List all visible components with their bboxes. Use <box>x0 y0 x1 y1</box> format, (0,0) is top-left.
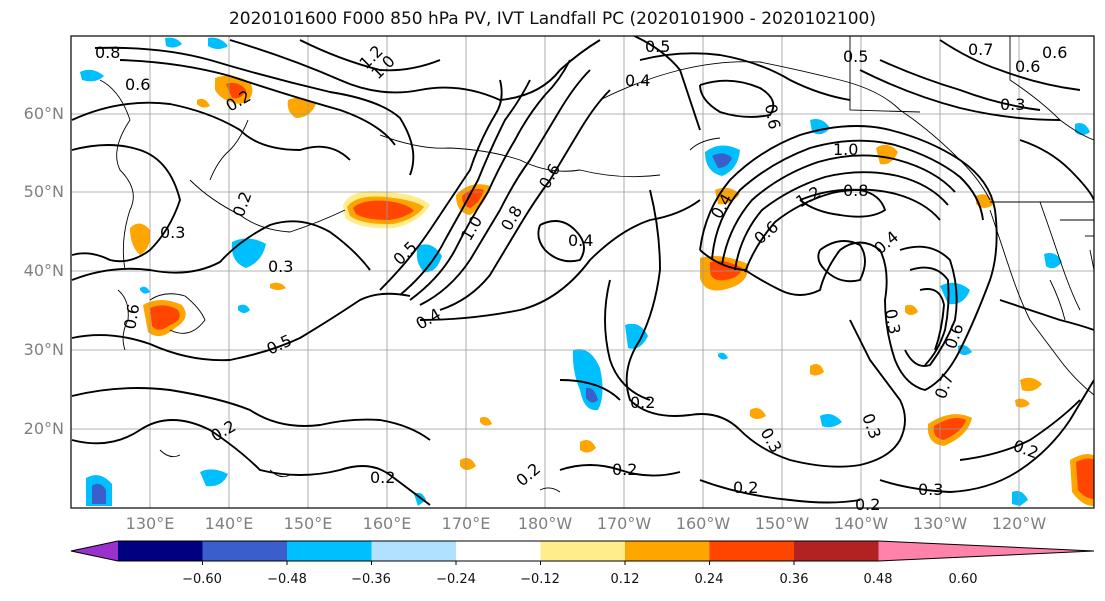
lon-label: 170°E <box>441 514 491 533</box>
contour-label: 0.2 <box>855 495 880 514</box>
positive-pv-areas <box>130 75 1094 507</box>
colorbar-tick-label: 0.36 <box>779 572 809 587</box>
colorbar-tick-label: −0.36 <box>351 572 391 587</box>
contour-label: 0.4 <box>625 71 650 90</box>
contour-label: 0.6 <box>750 217 782 248</box>
colorbar-extend-high <box>878 541 1094 561</box>
lat-label-60n: 60°N <box>23 104 64 123</box>
colorbar-segment <box>287 541 372 561</box>
colorbar-segment <box>371 541 457 561</box>
negative-pv-areas <box>80 37 1090 506</box>
contour-label: 0.3 <box>1000 95 1025 114</box>
contour-label: 0.6 <box>1042 43 1067 62</box>
colorbar-tick-label: −0.48 <box>267 572 307 587</box>
map-frame <box>70 35 1095 509</box>
contour-label: 0.2 <box>733 478 758 497</box>
lon-label: 130°W <box>912 514 968 533</box>
lon-label: 120°W <box>991 514 1047 533</box>
colorbar-tick-label: 0.12 <box>610 572 640 587</box>
colorbar-tick-label: 0.24 <box>694 572 724 587</box>
contour-label: 0.2 <box>370 468 395 487</box>
lon-label: 160°W <box>675 514 731 533</box>
lat-label-30n: 30°N <box>23 340 64 359</box>
colorbar-segment <box>118 541 203 561</box>
colorbar-tick-label: 0.60 <box>948 572 978 587</box>
lon-label: 150°E <box>283 514 333 533</box>
colorbar-segment <box>540 541 626 561</box>
contour-label: 0.3 <box>918 480 943 499</box>
colorbar <box>70 540 1095 565</box>
contour-label: 0.6 <box>1015 57 1040 76</box>
contour-label: 0.3 <box>268 257 293 276</box>
lon-label: 140°W <box>833 514 889 533</box>
contour-label: 0.3 <box>881 307 904 335</box>
contour-label: 0.2 <box>208 416 240 445</box>
lat-label-50n: 50°N <box>23 182 64 201</box>
contour-label: 0.3 <box>160 223 185 242</box>
contour-label: 0.7 <box>931 371 958 401</box>
pv-shading <box>80 37 1094 507</box>
contour-label: 0.7 <box>968 40 993 59</box>
contour-label: 0.8 <box>843 181 868 200</box>
contour-label: 0.4 <box>568 231 593 250</box>
lat-label-20n: 20°N <box>23 419 64 438</box>
colorbar-tick-label: −0.12 <box>520 572 560 587</box>
contour-label: 0.6 <box>761 102 784 130</box>
contour-label: 0.5 <box>264 331 295 359</box>
lat-label-40n: 40°N <box>23 261 64 280</box>
colorbar-tick-label: −0.24 <box>436 572 476 587</box>
contour-label: 0.5 <box>389 237 420 268</box>
contour-label: 0.5 <box>645 37 670 56</box>
lon-label: 150°W <box>754 514 810 533</box>
contour-label: 0.5 <box>843 47 868 66</box>
map-title: 2020101600 F000 850 hPa PV, IVT Landfall… <box>228 9 876 29</box>
contour-label: 0.3 <box>858 411 885 441</box>
contour-label: 0.6 <box>120 302 143 330</box>
colorbar-segment <box>794 541 879 561</box>
lon-label: 130°E <box>125 514 175 533</box>
colorbar-outline <box>70 540 1095 562</box>
contour-label: 0.2 <box>612 460 637 479</box>
colorbar-segment <box>202 541 288 561</box>
lon-label: 170°W <box>596 514 652 533</box>
contour-label: 0.2 <box>630 393 655 412</box>
lon-label: 180°W <box>517 514 573 533</box>
contour-label: 1.0 <box>833 140 858 159</box>
colorbar-tick-label: −0.60 <box>182 572 222 587</box>
colorbar-segment <box>709 541 795 561</box>
contour-label: 0.4 <box>870 227 902 258</box>
contour-label: 0.2 <box>229 189 256 219</box>
contour-label: 0.6 <box>125 75 150 94</box>
lon-label: 140°E <box>204 514 254 533</box>
contour-label: 0.4 <box>413 304 445 333</box>
lon-label: 160°E <box>362 514 412 533</box>
colorbar-tick-label: 0.48 <box>863 572 893 587</box>
gridlines <box>71 36 1094 508</box>
colorbar-segment <box>456 541 541 561</box>
contour-label: 0.8 <box>95 43 120 62</box>
ivt-contours <box>71 36 1094 506</box>
colorbar-segment <box>625 541 710 561</box>
colorbar-extend-low <box>71 541 118 561</box>
contour-label: 0.2 <box>512 459 544 490</box>
